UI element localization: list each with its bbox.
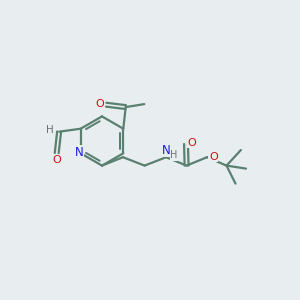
Text: H: H: [170, 150, 178, 161]
Text: O: O: [209, 152, 218, 162]
Text: N: N: [74, 146, 83, 159]
Text: N: N: [162, 144, 171, 157]
Text: O: O: [52, 154, 61, 165]
Text: O: O: [95, 99, 104, 109]
Text: H: H: [46, 124, 54, 135]
Text: O: O: [188, 137, 196, 148]
